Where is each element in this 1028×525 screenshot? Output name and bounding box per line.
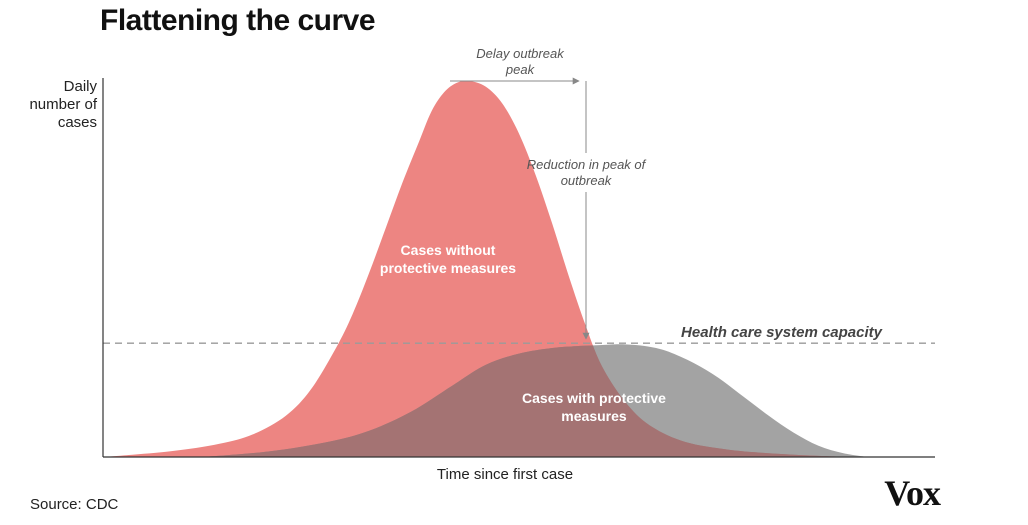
series-label-without-line1: Cases without: [401, 242, 496, 258]
delay-annotation-line2: peak: [505, 62, 536, 77]
series-label-without-line2: protective measures: [380, 260, 516, 276]
capacity-label: Health care system capacity: [681, 324, 883, 341]
reduction-annotation-line2: outbreak: [561, 173, 613, 188]
plot-areas: [103, 80, 869, 457]
series-label-with-line1: Cases with protective: [522, 390, 666, 406]
vox-logo: Vox: [884, 473, 941, 513]
x-axis-label: Time since first case: [437, 466, 573, 483]
delay-annotation-line1: Delay outbreak: [476, 46, 565, 61]
chart-title: Flattening the curve: [100, 4, 375, 37]
series-label-with-line2: measures: [561, 408, 627, 424]
y-axis-label-line3: cases: [58, 114, 97, 131]
source-note: Source: CDC: [30, 496, 119, 513]
area-without-measures: [103, 80, 852, 457]
y-axis-label-line1: Daily: [64, 78, 98, 95]
reduction-annotation-line1: Reduction in peak of: [527, 157, 647, 172]
y-axis-label-line2: number of: [29, 96, 97, 113]
